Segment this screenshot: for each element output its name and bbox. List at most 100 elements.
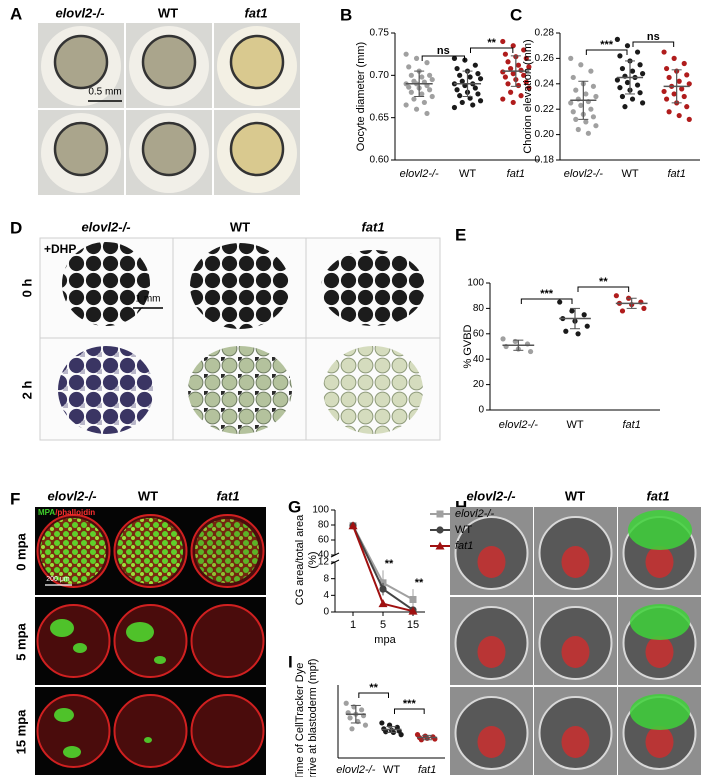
significance-bracket	[520, 298, 573, 304]
column-header: WT	[230, 219, 250, 234]
data-point	[508, 65, 514, 72]
y-tick-label: 4	[323, 590, 329, 601]
live-image	[450, 597, 533, 685]
y-tick-label: 0.18	[535, 155, 555, 166]
data-point	[588, 68, 594, 74]
y-tick-label: 100	[312, 505, 329, 516]
column-header: elovl2-/-	[47, 488, 96, 503]
data-point	[583, 91, 589, 97]
data-point	[575, 126, 581, 133]
data-point	[429, 93, 435, 100]
data-point	[510, 43, 516, 49]
data-point	[590, 83, 597, 89]
data-point	[521, 47, 527, 53]
data-point	[686, 116, 692, 122]
x-tick-label: WT	[621, 168, 638, 180]
data-point	[637, 90, 643, 96]
data-point	[617, 53, 623, 59]
data-point	[583, 119, 589, 125]
x-tick-label: elovl2-/-	[499, 419, 538, 431]
y-tick-label: 80	[473, 303, 485, 314]
data-point	[663, 96, 670, 102]
data-point	[526, 85, 532, 91]
data-point	[411, 96, 417, 102]
row-header: 5 mpa	[13, 622, 28, 660]
y-tick-label: 40	[473, 354, 485, 365]
data-point	[477, 76, 484, 82]
y-tick-label: 0.24	[535, 78, 555, 89]
data-point	[472, 85, 478, 91]
stain-label: /phalloidin	[55, 508, 95, 517]
column-header: elovl2-/-	[55, 5, 104, 20]
data-point	[436, 510, 444, 518]
confocal-image	[35, 687, 112, 775]
data-point	[590, 114, 597, 120]
data-point	[581, 312, 587, 318]
data-point	[477, 98, 484, 104]
column-header: fat1	[244, 5, 267, 20]
data-point	[661, 49, 667, 55]
data-point	[527, 348, 534, 355]
live-image	[534, 687, 617, 775]
data-point	[512, 338, 518, 345]
data-point	[593, 123, 599, 129]
data-point	[686, 81, 692, 87]
data-point	[435, 541, 445, 550]
data-point	[424, 110, 430, 117]
oocyte-image	[125, 109, 213, 196]
column-header: WT	[565, 488, 585, 503]
data-point	[521, 72, 527, 78]
data-point	[568, 55, 574, 62]
data-point	[640, 71, 646, 77]
data-point	[676, 78, 682, 84]
oocyte-cluster	[58, 346, 154, 434]
data-point	[676, 112, 682, 119]
scale-bar-label: 0.5 mm	[88, 87, 121, 98]
data-point	[634, 82, 641, 88]
y-tick-label: 60	[473, 328, 485, 339]
y-tick-label: 0.70	[370, 70, 390, 81]
significance-label: ***	[600, 39, 614, 51]
y-tick-label: 0.22	[535, 104, 555, 115]
oocyte-cluster	[323, 346, 423, 434]
data-point	[378, 599, 388, 608]
data-point	[515, 82, 522, 89]
confocal-image	[189, 687, 266, 775]
row-header: 0 mpa	[13, 532, 28, 570]
row-header: 15 mpa	[13, 709, 28, 755]
data-point	[510, 71, 516, 77]
significance-bracket	[470, 47, 514, 53]
data-point	[526, 64, 532, 70]
data-point	[403, 51, 409, 57]
data-point	[500, 96, 506, 102]
data-point	[502, 74, 508, 80]
significance-bracket	[585, 49, 628, 55]
row-header: 2 h	[19, 381, 34, 400]
y-axis-title: CG area/total area	[294, 514, 306, 605]
significance-bracket	[394, 708, 425, 714]
data-point	[470, 102, 476, 108]
data-point	[403, 102, 409, 108]
data-point	[637, 62, 643, 68]
y-tick-label: 0.26	[535, 53, 555, 64]
live-image	[534, 597, 617, 685]
oocyte-cluster	[190, 243, 290, 329]
y-axis-title: Oocyte diameter (mm)	[355, 42, 367, 151]
data-point	[451, 104, 458, 111]
oocyte-image	[37, 109, 125, 196]
data-point	[408, 72, 414, 78]
data-point	[629, 68, 636, 74]
x-tick-label: WT	[566, 419, 583, 431]
data-point	[569, 308, 575, 314]
series-line	[352, 525, 414, 611]
data-point	[408, 89, 414, 95]
x-tick-label: fat1	[507, 168, 525, 180]
data-point	[427, 72, 433, 78]
oocyte-cluster	[62, 242, 150, 326]
data-point	[681, 93, 687, 100]
data-point	[398, 732, 404, 738]
data-point	[500, 336, 506, 342]
column-header: elovl2-/-	[81, 219, 130, 234]
panel-label: G	[288, 497, 301, 516]
y-axis-title: % GVBD	[462, 324, 474, 368]
